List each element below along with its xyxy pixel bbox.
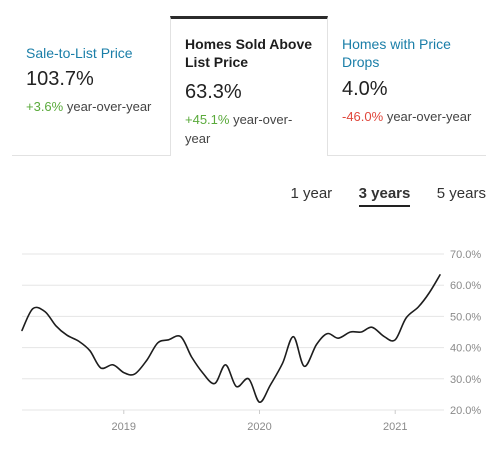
tab-change: -46.0% year-over-year <box>342 107 472 126</box>
x-axis: 2019 2020 2021 <box>112 410 407 433</box>
range-3-years[interactable]: 3 years <box>358 185 411 207</box>
chart-grid <box>22 253 444 411</box>
y-tick-label: 70.0% <box>450 249 481 261</box>
y-axis: 20.0% 30.0% 40.0% 50.0% 60.0% 70.0% <box>450 249 481 417</box>
y-tick-label: 30.0% <box>450 374 481 386</box>
tab-sale-to-list-price[interactable]: Sale-to-List Price 103.7% +3.6% year-ove… <box>12 16 170 156</box>
change-value: +45.1% <box>185 112 230 127</box>
tab-change: +45.1% year-over-year <box>185 110 315 148</box>
tab-title: Homes with Price Drops <box>342 36 451 70</box>
tab-homes-sold-above-list[interactable]: Homes Sold Above List Price 63.3% +45.1%… <box>170 16 328 156</box>
line-chart: 2019 2020 2021 20.0% 30.0% 40.0% 50.0% 60.0% 70… <box>21 249 481 433</box>
tab-title: Homes Sold Above List Price <box>185 36 313 70</box>
change-suffix: year-over-year <box>185 112 293 146</box>
range-1-year[interactable]: 1 year <box>290 185 333 202</box>
y-tick-label: 50.0% <box>450 311 481 323</box>
x-tick-label: 2019 <box>112 421 136 433</box>
change-value: +3.6% <box>26 99 64 114</box>
tab-value: 63.3% <box>185 81 242 103</box>
x-tick-label: 2021 <box>383 421 407 433</box>
y-tick-label: 40.0% <box>450 343 481 355</box>
tab-value: 103.7% <box>26 68 94 90</box>
tab-change: +3.6% year-over-year <box>26 97 156 116</box>
tab-homes-with-price-drops[interactable]: Homes with Price Drops 4.0% -46.0% year-… <box>328 16 486 156</box>
series-line <box>21 274 441 403</box>
y-tick-label: 20.0% <box>450 405 481 417</box>
change-value: -46.0% <box>342 109 384 124</box>
tab-value: 4.0% <box>342 78 388 100</box>
y-tick-label: 60.0% <box>450 280 481 292</box>
metric-tabs: Sale-to-List Price 103.7% +3.6% year-ove… <box>12 16 486 156</box>
change-suffix: year-over-year <box>383 109 472 124</box>
range-5-years[interactable]: 5 years <box>436 185 486 202</box>
change-suffix: year-over-year <box>63 99 152 114</box>
tab-title: Sale-to-List Price <box>26 45 133 61</box>
range-selector: 1 year 3 years 5 years <box>268 185 486 209</box>
x-tick-label: 2020 <box>247 421 271 433</box>
